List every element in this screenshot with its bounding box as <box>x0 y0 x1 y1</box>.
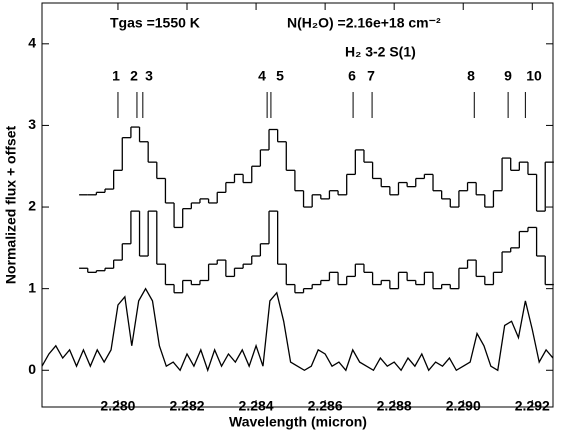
y-axis-label: Normalized flux + offset <box>3 126 19 285</box>
x-axis-label: Wavelength (micron) <box>229 414 367 430</box>
line-marker-label: 8 <box>467 68 475 84</box>
x-tick-label: 2.286 <box>308 398 343 414</box>
spectrum-line <box>41 287 554 373</box>
annotation: Tgas =1550 K <box>110 15 200 31</box>
annotation: N(H₂O) =2.16e+18 cm⁻² <box>287 15 441 31</box>
line-marker-label: 7 <box>367 68 375 84</box>
x-tick-label: 2.282 <box>169 398 204 414</box>
y-tick-label: 2 <box>28 198 36 214</box>
plot-frame <box>41 2 554 408</box>
x-tick-label: 2.290 <box>446 398 481 414</box>
line-marker-label: 3 <box>145 68 153 84</box>
line-marker-label: 5 <box>276 68 284 84</box>
line-marker-label: 2 <box>130 68 138 84</box>
x-tick-label: 2.288 <box>377 398 412 414</box>
line-marker-label: 6 <box>348 68 356 84</box>
y-tick-label: 4 <box>28 35 36 51</box>
annotation: H₂ 3-2 S(1) <box>345 44 416 60</box>
line-marker-label: 1 <box>112 68 120 84</box>
line-marker-label: 9 <box>504 68 512 84</box>
x-tick-label: 2.284 <box>239 398 274 414</box>
x-tick-label: 2.292 <box>515 398 550 414</box>
x-tick-label: 2.280 <box>100 398 135 414</box>
y-tick-label: 1 <box>28 279 36 295</box>
line-marker-label: 4 <box>258 68 266 84</box>
line-marker-label: 10 <box>526 68 542 84</box>
y-tick-label: 0 <box>28 361 36 377</box>
y-tick-label: 3 <box>28 116 36 132</box>
